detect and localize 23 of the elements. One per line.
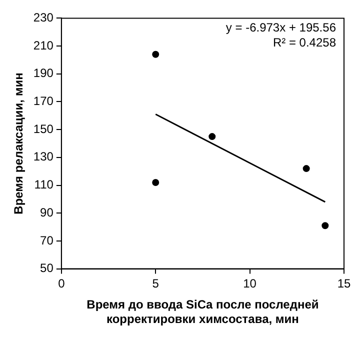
y-tick-label: 90 [40,205,54,220]
y-axis-title: Время релаксации, мин [12,72,26,214]
point [208,133,216,140]
annotation: y = -6.973x + 195.56 [226,20,336,35]
x-tick-label: 5 [152,276,160,290]
y-tick-label: 150 [33,122,54,136]
point [152,50,160,58]
point [152,178,160,186]
x-tick-label: 10 [243,276,257,290]
x-axis-title: Время до ввода SiCa после последней корректировки химсостава, мин [86,298,319,326]
y-tick-label: 70 [40,233,54,248]
point [322,222,329,230]
x-tick-label: 0 [58,276,66,290]
point [302,165,310,172]
y-tick-label: 50 [40,261,54,276]
y-tick-label: 210 [33,38,54,52]
annotation: R² = 0.4258 [272,36,336,50]
y-tick-label: 190 [33,66,54,80]
y-tick-label: 230 [33,10,54,25]
y-tick-label: 110 [34,178,54,192]
x-tick-label: 15 [337,276,351,290]
y-tick-label: 130 [33,150,54,164]
y-tick-label: 170 [33,94,54,108]
